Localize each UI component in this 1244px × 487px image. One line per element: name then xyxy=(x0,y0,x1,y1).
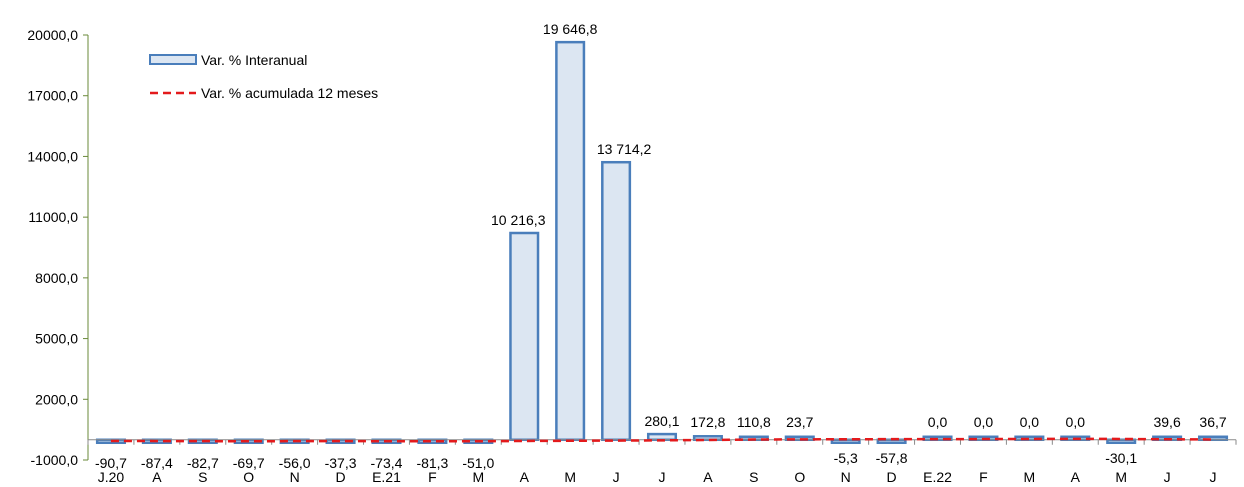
data-label: 110,8 xyxy=(737,414,771,430)
data-label: 13 714,2 xyxy=(597,141,652,157)
data-label: 23,7 xyxy=(786,414,813,430)
data-label: -81,3 xyxy=(416,455,448,471)
category-label: N xyxy=(841,469,851,485)
category-label: M xyxy=(472,469,484,485)
data-label: 280,1 xyxy=(644,413,679,429)
data-label: 39,6 xyxy=(1153,414,1180,430)
category-label: F xyxy=(428,469,437,485)
category-label: A xyxy=(703,469,713,485)
y-tick-label: 2000,0 xyxy=(35,391,78,407)
data-label: -90,7 xyxy=(95,455,127,471)
y-tick-label: -1000,0 xyxy=(31,452,79,468)
data-label: 0,0 xyxy=(1066,414,1086,430)
data-label: 0,0 xyxy=(928,414,948,430)
data-label: -37,3 xyxy=(325,455,357,471)
bar xyxy=(646,432,678,442)
y-tick-label: 20000,0 xyxy=(27,27,78,43)
data-label: 19 646,8 xyxy=(543,21,598,37)
data-label: -69,7 xyxy=(233,455,265,471)
category-label: J xyxy=(659,469,666,485)
data-label: -56,0 xyxy=(279,455,311,471)
category-label: J xyxy=(613,469,620,485)
category-label: E.21 xyxy=(372,469,401,485)
bar xyxy=(509,231,540,442)
category-label: F xyxy=(979,469,988,485)
bar xyxy=(601,160,632,442)
data-label: 172,8 xyxy=(690,414,725,430)
category-label: D xyxy=(335,469,345,485)
data-label: -87,4 xyxy=(141,455,173,471)
y-tick-label: 17000,0 xyxy=(27,88,78,104)
category-label: J xyxy=(1164,469,1171,485)
category-label: S xyxy=(749,469,758,485)
category-label: O xyxy=(243,469,254,485)
category-label: M xyxy=(564,469,576,485)
category-label: A xyxy=(520,469,530,485)
category-label: M xyxy=(1024,469,1036,485)
data-label: -73,4 xyxy=(371,455,403,471)
category-label: D xyxy=(887,469,897,485)
y-tick-label: 8000,0 xyxy=(35,270,78,286)
category-label: E.22 xyxy=(923,469,952,485)
category-label: N xyxy=(290,469,300,485)
legend-swatch-bar xyxy=(149,54,197,65)
data-label: -82,7 xyxy=(187,455,219,471)
data-label: 0,0 xyxy=(1020,414,1040,430)
data-label: -30,1 xyxy=(1105,450,1137,466)
category-label: A xyxy=(1071,469,1081,485)
category-label: S xyxy=(198,469,207,485)
category-label: J.20 xyxy=(98,469,125,485)
category-label: M xyxy=(1115,469,1127,485)
category-label: J xyxy=(1210,469,1217,485)
y-tick-label: 11000,0 xyxy=(28,209,78,225)
category-label: A xyxy=(152,469,162,485)
data-label: 36,7 xyxy=(1199,414,1226,430)
category-label: O xyxy=(794,469,805,485)
y-tick-label: 5000,0 xyxy=(35,331,78,347)
y-tick-label: 14000,0 xyxy=(27,148,78,164)
legend-label: Var. % acumulada 12 meses xyxy=(201,85,378,101)
cumulative-line xyxy=(110,437,1214,443)
data-label: 0,0 xyxy=(974,414,994,430)
data-label: 10 216,3 xyxy=(491,212,546,228)
legend-label: Var. % Interanual xyxy=(201,52,307,68)
data-label: -51,0 xyxy=(462,455,494,471)
data-label: -57,8 xyxy=(876,450,908,466)
bar xyxy=(555,40,586,442)
data-label: -5,3 xyxy=(834,450,858,466)
